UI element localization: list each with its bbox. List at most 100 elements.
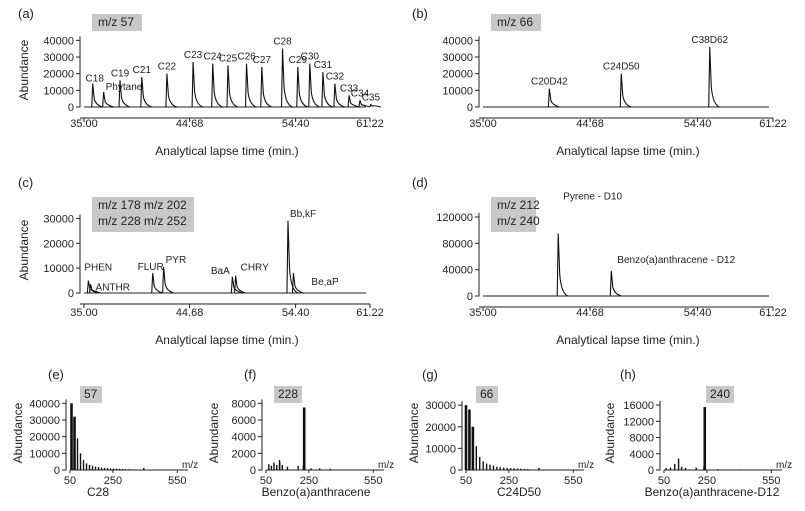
- x-tick-label: 35.00: [70, 118, 98, 130]
- ion-label: 240: [710, 387, 730, 401]
- x-tick-label: 250: [300, 475, 318, 487]
- y-tick-label: 30000: [43, 52, 74, 64]
- panel-tag: (d): [412, 175, 428, 190]
- peak-label: C38D62: [691, 35, 728, 46]
- peak: [609, 270, 622, 297]
- peak-label: PYR: [166, 255, 187, 266]
- ion-label-box: [274, 386, 302, 403]
- spectrum-bar: [297, 465, 299, 470]
- spectrum-bar: [496, 466, 498, 470]
- spectrum-bar: [94, 466, 97, 470]
- y-tick-label: 0: [68, 288, 74, 300]
- x-tick-label: 250: [698, 475, 716, 487]
- peak-label: C32: [326, 72, 345, 83]
- x-tick-label: 50: [658, 475, 670, 487]
- y-tick-label: 12000: [623, 416, 654, 428]
- y-tick-label: 80000: [442, 238, 473, 250]
- panel-tag: (g): [422, 367, 438, 382]
- x-axis-label: Analytical lapse time (min.): [556, 333, 699, 347]
- spectrum-bar: [109, 468, 112, 470]
- peak-label: C35: [362, 93, 381, 104]
- spectrum-bar: [677, 458, 680, 470]
- peak: [260, 66, 272, 108]
- spectrum-bar: [303, 457, 306, 470]
- spectrum-bar: [527, 469, 529, 470]
- x-tick-label: 61.22: [759, 307, 787, 319]
- y-tick-label: 0: [467, 102, 473, 114]
- ion-label: 66: [480, 387, 494, 401]
- peak: [88, 284, 101, 294]
- spectrum-bar: [489, 464, 491, 470]
- peak: [308, 63, 320, 108]
- peak-label: C23: [184, 50, 203, 61]
- x-tick-label: 550: [564, 475, 582, 487]
- x-tick-label: 44.68: [576, 307, 604, 319]
- peak: [230, 276, 243, 294]
- ion-label: m/z 57: [98, 15, 134, 29]
- x-tick-label: 54.40: [282, 307, 310, 319]
- spectrum-bar: [468, 409, 471, 470]
- x-tick-label: 54.40: [684, 307, 712, 319]
- y-tick-label: 8000: [630, 433, 654, 445]
- peak-label: PHEN: [84, 263, 112, 274]
- spectrum-bar: [276, 465, 278, 470]
- y-tick-label: 10000: [29, 448, 60, 460]
- panel-tag: (f): [244, 367, 256, 382]
- y-tick-label: 0: [467, 291, 473, 303]
- spectrum-bar: [318, 468, 321, 470]
- x-axis-label: m/z: [182, 460, 198, 471]
- ion-label: m/z 240: [497, 214, 540, 228]
- peak-label: Pyrene - D10: [563, 191, 622, 202]
- y-tick-label: 0: [648, 465, 654, 477]
- peak-label: Phytane: [106, 82, 143, 93]
- peak-label: C18: [86, 74, 105, 85]
- y-axis-label: Abundance: [207, 402, 221, 463]
- x-tick-label: 250: [104, 475, 122, 487]
- panel-tag: (b): [412, 6, 428, 21]
- peak: [291, 273, 304, 294]
- spectrum-bar: [115, 468, 118, 470]
- peak: [347, 95, 360, 108]
- x-axis-label: m/z: [776, 460, 792, 471]
- spectrum-bar: [97, 467, 100, 470]
- spectrum-bar: [684, 467, 687, 470]
- x-tick-label: 550: [168, 475, 186, 487]
- compound-label: Benzo(a)anthracene-D12: [645, 485, 780, 499]
- peak-label: C20D42: [531, 77, 568, 88]
- peak-label: C28: [273, 37, 292, 48]
- peak: [91, 83, 103, 108]
- panel-a: (a) 0 10000 20000 30000 40000 35.00 44.68 54.40 6…: [17, 6, 384, 158]
- spectrum-bar: [130, 469, 133, 470]
- peak: [118, 80, 131, 108]
- spectrum-bar: [520, 468, 522, 470]
- y-axis-label: Abundance: [11, 402, 25, 463]
- panel-tag: (e): [48, 367, 64, 382]
- panel-tag: (h): [620, 367, 636, 382]
- x-tick-label: 54.40: [684, 118, 712, 130]
- peak: [280, 48, 293, 108]
- spectrum-bar: [127, 469, 130, 470]
- compound-label: Benzo(a)anthracene: [262, 485, 371, 499]
- panel-c: (c) 0 10000 20000 30000 35.00 44.68 54.40 61.22 A…: [17, 175, 384, 347]
- peak: [369, 103, 382, 108]
- ion-label: m/z 178 m/z 202: [98, 198, 187, 212]
- peak: [708, 46, 720, 108]
- y-tick-label: 20000: [43, 69, 74, 81]
- x-tick-label: 50: [260, 475, 272, 487]
- ion-label-box: [706, 386, 734, 403]
- y-axis-label: Abundance: [17, 219, 31, 280]
- y-tick-label: 30000: [442, 52, 473, 64]
- ion-label-box: [80, 386, 102, 403]
- spectrum-bar: [281, 465, 284, 470]
- spectrum-bar: [485, 463, 488, 470]
- x-tick-label: 61.22: [759, 118, 787, 130]
- peak: [321, 71, 334, 108]
- ion-label: m/z 212: [497, 198, 540, 212]
- peak-label: Benzo(a)anthracene - D12: [617, 255, 735, 266]
- y-tick-label: 10000: [43, 263, 74, 275]
- spectrum-bar: [70, 403, 73, 470]
- x-tick-label: 44.68: [176, 118, 204, 130]
- spectrum-bar: [492, 465, 495, 470]
- y-tick-label: 30000: [425, 400, 456, 412]
- spectrum-bar: [523, 468, 526, 470]
